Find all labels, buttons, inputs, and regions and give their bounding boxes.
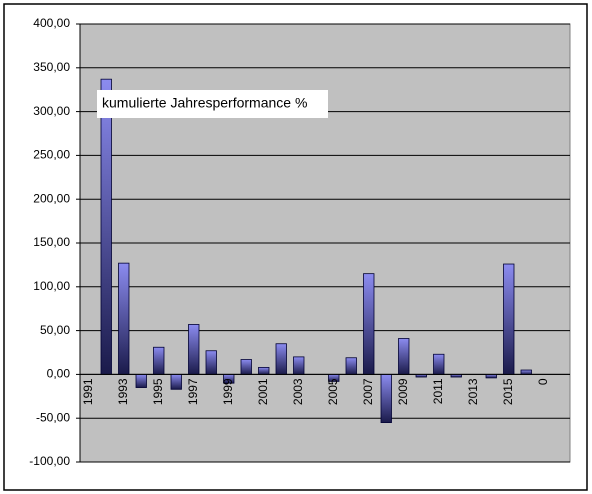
x-tick-label: 1993 (116, 378, 130, 405)
bar (118, 262, 130, 375)
bar (363, 273, 375, 375)
bar (240, 359, 252, 375)
y-tick-label: 0,00 (47, 367, 71, 381)
annotation-box (97, 90, 328, 118)
y-tick-label: 100,00 (33, 279, 70, 293)
bar (100, 78, 112, 375)
x-tick-label: 2015 (501, 378, 515, 405)
bar (170, 373, 182, 390)
x-tick-label: 1997 (186, 378, 200, 405)
x-tick-label: 2005 (326, 378, 340, 405)
y-tick-label: 200,00 (33, 191, 70, 205)
y-tick-label: -100,00 (29, 454, 70, 468)
bar (520, 369, 532, 375)
bar (503, 263, 515, 375)
x-tick-label: 2009 (396, 378, 410, 405)
bar (205, 350, 217, 375)
bar (293, 356, 305, 375)
bar (345, 357, 357, 375)
y-tick-label: 300,00 (33, 104, 70, 118)
y-tick-label: 350,00 (33, 60, 70, 74)
bar (398, 338, 410, 375)
y-tick-label: 400,00 (33, 16, 70, 30)
bar (258, 366, 270, 375)
bar (188, 324, 200, 375)
x-tick-label: 1991 (81, 378, 95, 405)
bar (485, 373, 497, 379)
x-tick-label: 2003 (291, 378, 305, 405)
y-tick-label: -50,00 (36, 410, 70, 424)
x-tick-label: 2007 (361, 378, 375, 405)
y-tick-label: 50,00 (40, 323, 70, 337)
x-tick-label: 0 (536, 378, 550, 385)
annotation: kumulierte Jahresperformance % (102, 95, 307, 111)
x-tick-label: 2011 (431, 378, 445, 404)
x-tick-label: 2001 (256, 378, 270, 405)
x-tick-label: 1999 (221, 378, 235, 405)
bar (135, 373, 147, 388)
bar (433, 353, 445, 375)
bar (275, 343, 287, 375)
y-tick-label: 250,00 (33, 148, 70, 162)
y-tick-label: 150,00 (33, 235, 70, 249)
x-tick-label: 1995 (151, 378, 165, 405)
x-tick-label: 2013 (466, 378, 480, 405)
bar (153, 346, 165, 375)
bar (380, 373, 392, 423)
